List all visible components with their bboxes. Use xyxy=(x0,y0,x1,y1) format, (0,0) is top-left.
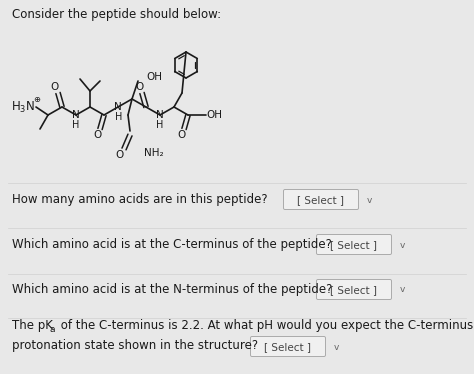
Text: protonation state shown in the structure?: protonation state shown in the structure… xyxy=(12,340,258,353)
Text: NH₂: NH₂ xyxy=(144,148,164,158)
Text: How many amino acids are in this peptide?: How many amino acids are in this peptide… xyxy=(12,193,268,205)
Text: Which amino acid is at the N-terminus of the peptide?: Which amino acid is at the N-terminus of… xyxy=(12,282,332,295)
Text: [ Select ]: [ Select ] xyxy=(330,240,377,250)
Text: O: O xyxy=(51,82,59,92)
Text: O: O xyxy=(136,82,144,92)
FancyBboxPatch shape xyxy=(283,190,358,209)
Text: The pK: The pK xyxy=(12,319,53,332)
Text: [ Select ]: [ Select ] xyxy=(264,342,311,352)
Text: Which amino acid is at the C-terminus of the peptide?: Which amino acid is at the C-terminus of… xyxy=(12,237,332,251)
Text: N: N xyxy=(72,110,80,120)
Text: Consider the peptide should below:: Consider the peptide should below: xyxy=(12,7,221,21)
Text: a: a xyxy=(50,325,55,334)
Text: H$_3$N: H$_3$N xyxy=(11,99,35,114)
Text: N: N xyxy=(114,102,122,112)
Text: OH: OH xyxy=(146,72,162,82)
Text: H: H xyxy=(73,120,80,130)
Text: ⊕: ⊕ xyxy=(34,95,40,104)
Text: H: H xyxy=(156,120,164,130)
FancyBboxPatch shape xyxy=(317,234,392,254)
Text: of the C-terminus is 2.2. At what pH would you expect the C-terminus to have the: of the C-terminus is 2.2. At what pH wou… xyxy=(57,319,474,332)
Text: [ Select ]: [ Select ] xyxy=(298,195,345,205)
Text: O: O xyxy=(178,130,186,140)
FancyBboxPatch shape xyxy=(317,279,392,300)
Text: v: v xyxy=(399,285,405,294)
Text: v: v xyxy=(366,196,372,205)
Text: O: O xyxy=(116,150,124,160)
Text: v: v xyxy=(399,240,405,249)
FancyBboxPatch shape xyxy=(250,337,326,356)
Text: OH: OH xyxy=(206,110,222,120)
Text: H: H xyxy=(115,112,123,122)
Text: N: N xyxy=(156,110,164,120)
Text: O: O xyxy=(94,130,102,140)
Text: [ Select ]: [ Select ] xyxy=(330,285,377,295)
Text: v: v xyxy=(333,343,339,352)
